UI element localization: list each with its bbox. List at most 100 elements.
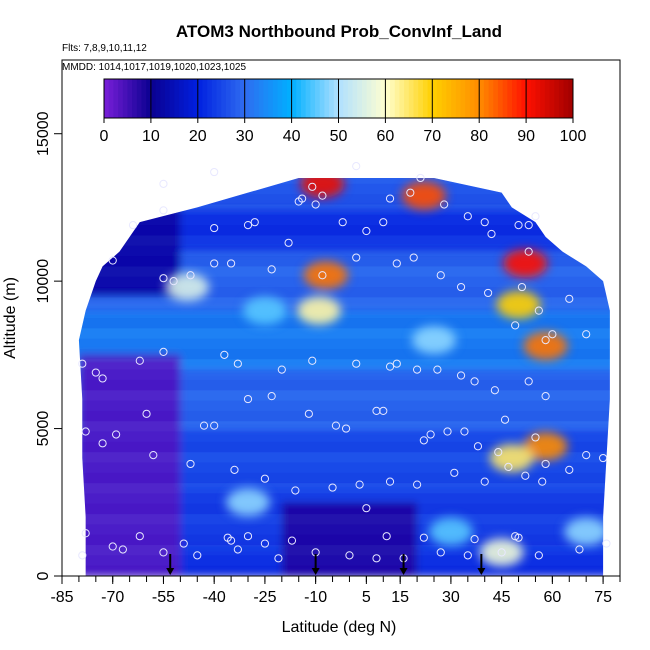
colorbar-cell: [310, 79, 316, 118]
plot-frame: [61, 59, 621, 577]
colorbar-cell: [141, 79, 147, 118]
heatmap-stripe: [78, 545, 610, 556]
colorbar-tick-label: 0: [100, 128, 109, 145]
sample-point: [277, 365, 286, 374]
heatmap-stripe: [78, 524, 610, 535]
heatmap-stripe: [62, 163, 620, 173]
colorbar-cell: [530, 79, 536, 118]
dates-annotation: MMDD: 1014,1017,1019,1020,1023,1025: [62, 62, 246, 73]
sample-point: [81, 427, 90, 436]
sample-point: [575, 545, 584, 554]
heatmap-hotspot: [242, 296, 287, 325]
sample-point: [362, 226, 371, 236]
sample-point: [243, 532, 253, 541]
sample-point: [470, 377, 479, 386]
colorbar-cell: [216, 79, 222, 118]
heatmap-stripe: [78, 297, 610, 308]
heatmap-stripe: [78, 390, 610, 401]
heatmap-field: [62, 163, 620, 576]
colorbar-cell: [268, 79, 274, 118]
heatmap-stripe: [78, 421, 610, 432]
sample-point: [135, 356, 144, 365]
sample-point: [260, 539, 270, 548]
heatmap-hotspot: [300, 177, 345, 198]
colorbar-cell: [272, 79, 279, 118]
heatmap-hotspot: [496, 290, 541, 319]
colorbar-cell: [343, 79, 349, 118]
sample-point: [311, 200, 320, 209]
sample-point: [274, 554, 283, 563]
colorbar-cell: [408, 79, 415, 118]
sample-point: [582, 451, 591, 460]
chart-title: ATOM3 Northbound Prob_ConvInf_Land: [176, 22, 502, 41]
heatmap-stripe: [78, 177, 610, 184]
sample-point: [473, 442, 483, 451]
sample-point: [440, 200, 449, 209]
colorbar-cell: [188, 79, 194, 118]
colorbar-cell: [347, 79, 354, 118]
sample-point: [230, 465, 239, 474]
sample-point: [470, 535, 479, 544]
colorbar-tick-label: 100: [560, 128, 587, 145]
colorbar-tick-label: 20: [189, 128, 207, 145]
sample-point: [287, 536, 297, 545]
sample-point: [345, 551, 354, 560]
colorbar-cell: [240, 79, 246, 118]
heatmap-stripe: [78, 256, 610, 267]
colorbar-cell: [263, 79, 269, 118]
colorbar-cell: [483, 79, 490, 118]
colorbar-cell: [544, 79, 551, 118]
colorbar-cell: [179, 79, 185, 118]
heatmap-stripe: [78, 214, 610, 226]
colorbar-cell: [122, 79, 128, 118]
sample-point: [598, 453, 608, 463]
sample-point: [385, 362, 395, 371]
sample-point: [352, 162, 361, 171]
colorbar-cell: [540, 79, 546, 118]
sample-point: [565, 465, 574, 474]
heatmap-stripe: [78, 483, 610, 494]
sample-point: [159, 179, 168, 188]
sample-point: [426, 430, 435, 439]
colorbar-cell: [315, 79, 321, 118]
sample-point: [419, 436, 428, 445]
colorbar-cell: [118, 79, 124, 118]
colorbar-cell: [558, 79, 565, 118]
sample-point: [392, 359, 401, 368]
colorbar-cell: [479, 79, 485, 118]
sample-point: [412, 480, 422, 489]
colorbar-cell: [535, 79, 541, 118]
colorbar-cell: [512, 79, 518, 118]
sample-point: [538, 477, 547, 486]
heatmap-hotspot: [479, 538, 524, 567]
y-axis: 0 5000 10000 15000: [35, 111, 62, 580]
colorbar-cell: [150, 79, 157, 118]
colorbar-cell: [361, 79, 368, 118]
colorbar-cell: [305, 79, 311, 118]
y-tick-label: 15000: [35, 111, 52, 156]
sample-point: [260, 474, 270, 483]
sample-point: [514, 221, 523, 230]
sample-point: [331, 421, 341, 430]
colorbar-cell: [333, 79, 339, 118]
heatmap-stripe: [78, 565, 610, 576]
colorbar-cell: [394, 79, 400, 118]
heatmap-stripe: [78, 348, 610, 360]
heatmap-stripe: [78, 534, 610, 546]
sample-point: [362, 504, 371, 513]
colorbar-cell: [493, 79, 499, 118]
heatmap-stripe: [78, 183, 610, 195]
sample-point: [500, 415, 510, 424]
heatmap-stripe: [78, 235, 610, 246]
x-tick-label: -40: [203, 589, 226, 606]
sample-point: [186, 459, 195, 469]
colorbar-cell: [127, 79, 133, 118]
colorbar-cell: [155, 79, 161, 118]
colorbar-cell: [202, 79, 208, 118]
sample-point: [409, 253, 418, 262]
x-tick-label: 30: [442, 589, 460, 606]
sample-point: [379, 218, 388, 227]
sample-point: [341, 424, 351, 433]
heatmap-stripe: [78, 452, 610, 463]
sample-point: [511, 321, 520, 330]
